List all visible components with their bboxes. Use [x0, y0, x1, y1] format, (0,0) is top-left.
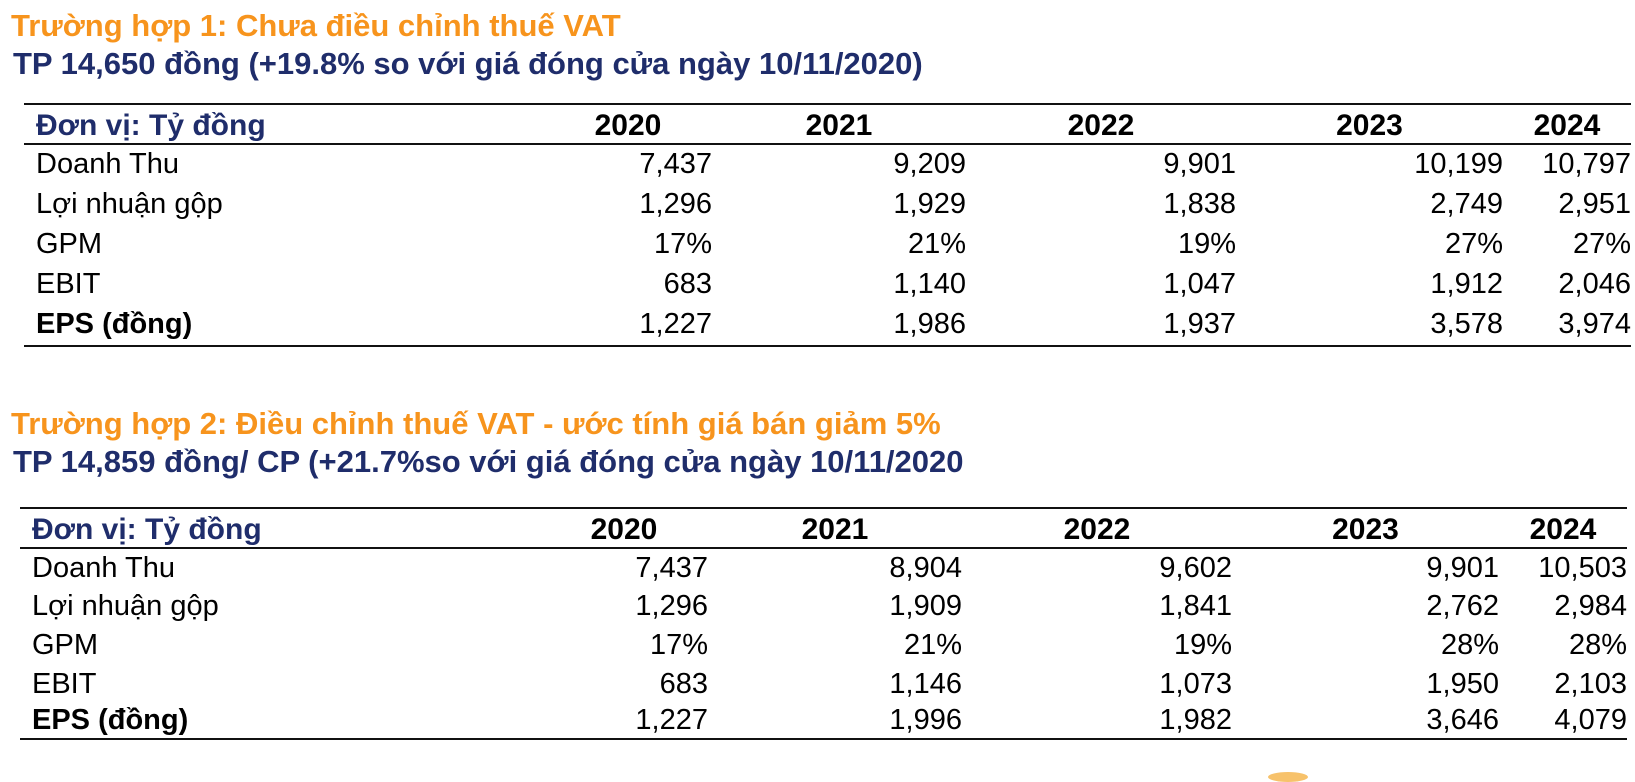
table-cell: 1,047 — [1163, 267, 1236, 300]
table-cell: 19% — [1173, 629, 1232, 661]
table-cell: 2,984 — [1554, 590, 1627, 622]
table-cell: 21% — [903, 629, 962, 661]
table-cell: 1,838 — [1163, 187, 1236, 220]
table-cell: 28% — [1440, 629, 1499, 661]
table-cell: 1,912 — [1430, 267, 1503, 300]
table-cell: 17% — [649, 629, 708, 661]
table-cell: 9,901 — [1426, 551, 1499, 584]
table-cell: 1,982 — [1159, 704, 1232, 736]
year-header: 2023 — [1232, 508, 1499, 549]
table-row: GPM 17% 21% 19% 28% 28% — [20, 626, 1627, 665]
table-cell: 1,227 — [639, 308, 712, 340]
table-cell: 10,503 — [1538, 551, 1627, 584]
row-label: Lợi nhuận gộp — [32, 590, 219, 622]
table-cell: 17% — [653, 227, 712, 260]
case-2-table: Đơn vị: Tỷ đồng 2020 2021 2022 2023 2024… — [20, 507, 1627, 740]
table-cell: 1,909 — [889, 590, 962, 622]
table-cell: 21% — [907, 227, 966, 260]
table-cell: 3,578 — [1430, 308, 1503, 340]
year-header: 2021 — [708, 508, 962, 549]
logo-fragment — [1268, 772, 1308, 782]
year-header: 2022 — [962, 508, 1232, 549]
table-cell: 10,797 — [1542, 148, 1631, 180]
table-cell: 4,079 — [1554, 704, 1627, 736]
case-2-title: Trường hợp 2: Điều chỉnh thuế VAT - ước … — [11, 406, 941, 441]
table-cell: 1,296 — [635, 590, 708, 622]
table-cell: 1,227 — [635, 704, 708, 736]
table-row: Lợi nhuận gộp 1,296 1,909 1,841 2,762 2,… — [20, 587, 1627, 626]
table-header-row: Đơn vị: Tỷ đồng 2020 2021 2022 2023 2024 — [24, 104, 1631, 145]
table-row: Doanh Thu 7,437 8,904 9,602 9,901 10,503 — [20, 548, 1627, 587]
table-row: EPS (đồng) 1,227 1,986 1,937 3,578 3,974 — [24, 304, 1631, 346]
case-1-title: Trường hợp 1: Chưa điều chỉnh thuế VAT — [11, 8, 621, 43]
table-cell: 2,046 — [1558, 267, 1631, 300]
table-cell: 28% — [1568, 629, 1627, 661]
table-cell: 7,437 — [635, 551, 708, 584]
case-2-subtitle: TP 14,859 đồng/ CP (+21.7%so với giá đón… — [13, 444, 964, 479]
table-cell: 9,901 — [1163, 148, 1236, 180]
table-cell: 683 — [663, 267, 712, 300]
table-cell: 2,951 — [1558, 187, 1631, 220]
year-header: 2021 — [712, 104, 966, 145]
table-cell: 1,996 — [889, 704, 962, 736]
table-row: EPS (đồng) 1,227 1,996 1,982 3,646 4,079 — [20, 703, 1627, 739]
row-label: EBIT — [32, 667, 97, 700]
table-cell: 1,986 — [893, 308, 966, 340]
unit-label: Đơn vị: Tỷ đồng — [24, 104, 544, 145]
table-cell: 1,929 — [893, 187, 966, 220]
case-1-table: Đơn vị: Tỷ đồng 2020 2021 2022 2023 2024… — [24, 103, 1631, 347]
year-header: 2020 — [544, 104, 712, 145]
table-cell: 7,437 — [639, 148, 712, 180]
row-label: Doanh Thu — [32, 551, 175, 584]
table-header-row: Đơn vị: Tỷ đồng 2020 2021 2022 2023 2024 — [20, 508, 1627, 549]
table-row: EBIT 683 1,146 1,073 1,950 2,103 — [20, 665, 1627, 703]
table-row: GPM 17% 21% 19% 27% 27% — [24, 224, 1631, 264]
table-cell: 9,209 — [893, 148, 966, 180]
table-cell: 2,103 — [1554, 667, 1627, 700]
row-label: EPS (đồng) — [32, 704, 189, 736]
year-header: 2023 — [1236, 104, 1503, 145]
table-row: Doanh Thu 7,437 9,209 9,901 10,199 10,79… — [24, 144, 1631, 184]
table-cell: 10,199 — [1414, 148, 1503, 180]
table-cell: 683 — [659, 667, 708, 700]
unit-label: Đơn vị: Tỷ đồng — [20, 508, 540, 549]
table-cell: 1,841 — [1159, 590, 1232, 622]
row-label: Lợi nhuận gộp — [36, 187, 223, 220]
row-label: GPM — [32, 629, 99, 661]
table-cell: 19% — [1177, 227, 1236, 260]
year-header: 2024 — [1503, 104, 1631, 145]
table-cell: 27% — [1444, 227, 1503, 260]
table-cell: 1,146 — [889, 667, 962, 700]
table-cell: 8,904 — [889, 551, 962, 584]
year-header: 2020 — [540, 508, 708, 549]
table-cell: 27% — [1572, 227, 1631, 260]
row-label: Doanh Thu — [36, 148, 179, 180]
table-cell: 9,602 — [1159, 551, 1232, 584]
table-cell: 1,950 — [1426, 667, 1499, 700]
year-header: 2022 — [966, 104, 1236, 145]
table-cell: 2,762 — [1426, 590, 1499, 622]
table-cell: 3,974 — [1558, 308, 1631, 340]
table-cell: 1,073 — [1159, 667, 1232, 700]
table-cell: 3,646 — [1426, 704, 1499, 736]
table-row: Lợi nhuận gộp 1,296 1,929 1,838 2,749 2,… — [24, 184, 1631, 224]
case-1-subtitle: TP 14,650 đồng (+19.8% so với giá đóng c… — [13, 46, 923, 81]
row-label: EBIT — [36, 267, 101, 300]
table-cell: 1,296 — [639, 187, 712, 220]
row-label: EPS (đồng) — [36, 308, 193, 340]
year-header: 2024 — [1499, 508, 1627, 549]
table-row: EBIT 683 1,140 1,047 1,912 2,046 — [24, 264, 1631, 304]
table-cell: 1,140 — [893, 267, 966, 300]
table-cell: 2,749 — [1430, 187, 1503, 220]
row-label: GPM — [36, 227, 103, 260]
table-cell: 1,937 — [1163, 308, 1236, 340]
